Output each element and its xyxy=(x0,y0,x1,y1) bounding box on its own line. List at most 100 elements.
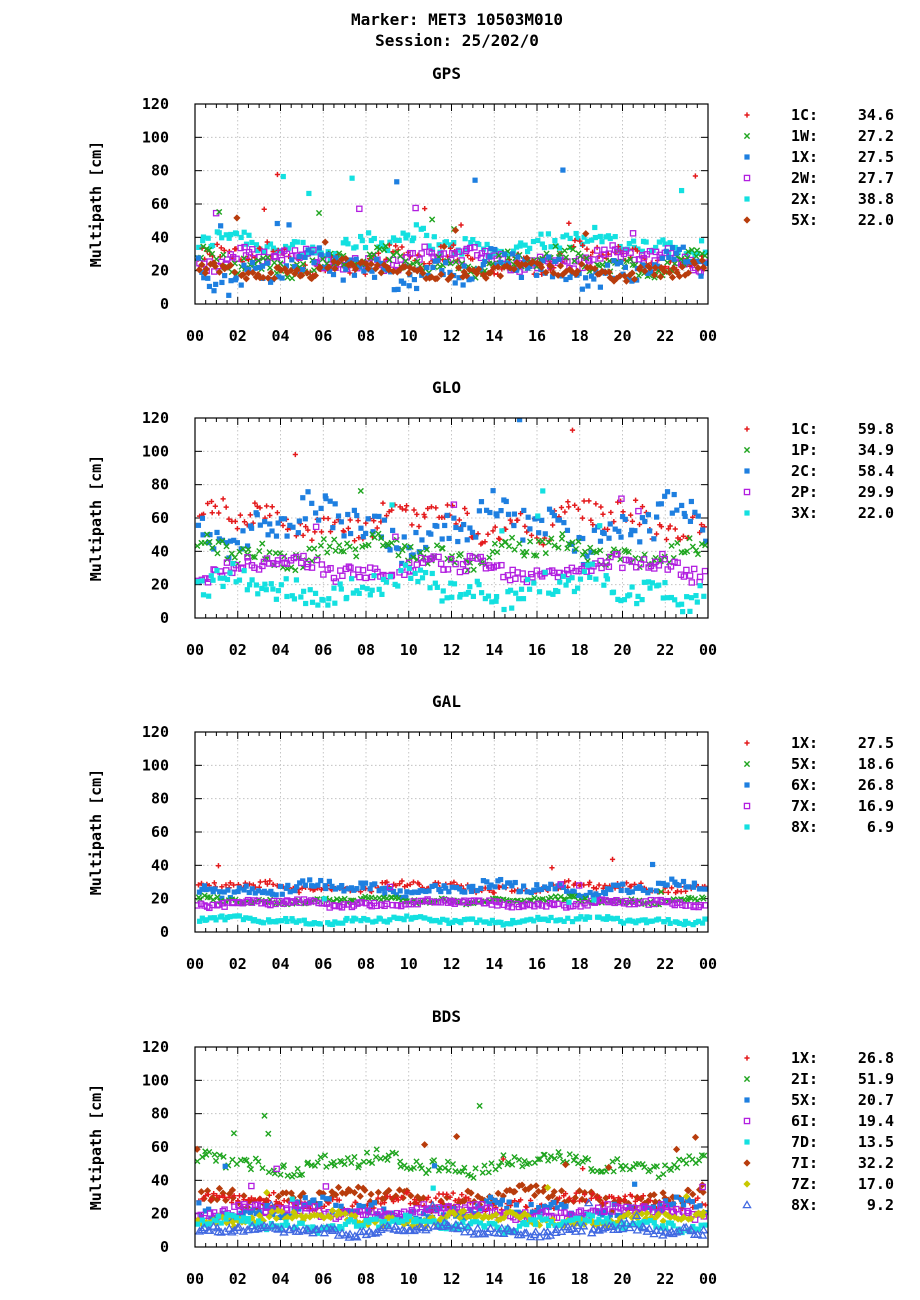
data-point xyxy=(440,250,448,257)
data-point xyxy=(208,498,215,505)
data-point xyxy=(210,577,216,583)
data-point xyxy=(625,548,632,556)
data-point xyxy=(196,918,203,924)
data-point xyxy=(306,545,313,552)
data-point xyxy=(411,1196,418,1203)
legend-value: 22.0 xyxy=(858,504,894,522)
data-point xyxy=(443,885,449,891)
data-point xyxy=(342,254,350,263)
data-point xyxy=(390,1221,401,1230)
data-point xyxy=(450,1190,456,1196)
data-point xyxy=(584,238,590,244)
data-point xyxy=(535,900,542,908)
data-point xyxy=(397,881,403,887)
data-point xyxy=(664,882,670,888)
data-point xyxy=(511,546,518,553)
data-point xyxy=(626,889,632,896)
data-point xyxy=(341,1210,349,1218)
data-point xyxy=(613,550,621,558)
data-point xyxy=(694,264,702,272)
data-point xyxy=(268,581,274,587)
data-point xyxy=(604,1201,611,1208)
data-point xyxy=(560,167,566,173)
data-point xyxy=(516,1156,523,1163)
data-point xyxy=(208,1216,214,1222)
data-point xyxy=(360,885,366,891)
data-point xyxy=(254,1201,261,1208)
data-point xyxy=(321,1203,327,1209)
data-point xyxy=(451,879,457,885)
data-point xyxy=(579,1158,587,1165)
data-point xyxy=(556,517,563,523)
data-point xyxy=(492,524,498,530)
figure-title-marker: Marker: MET3 10503M010 xyxy=(351,10,563,29)
data-point xyxy=(575,1187,584,1195)
data-point xyxy=(444,917,450,923)
data-point xyxy=(566,1151,573,1158)
bds-plot-frame xyxy=(194,1046,709,1248)
data-point xyxy=(614,1212,620,1218)
data-point xyxy=(527,1183,535,1191)
data-point xyxy=(556,256,562,262)
data-point xyxy=(207,915,213,921)
data-point xyxy=(620,509,626,515)
data-point xyxy=(255,1158,262,1165)
data-point xyxy=(340,240,346,246)
data-point xyxy=(247,1166,255,1173)
data-point xyxy=(536,1205,542,1211)
data-point xyxy=(422,274,430,283)
data-point xyxy=(283,263,290,269)
data-point xyxy=(563,1219,569,1225)
data-point xyxy=(581,568,587,575)
data-point xyxy=(459,1192,465,1198)
data-point xyxy=(217,889,223,895)
data-point xyxy=(504,1225,510,1231)
data-point xyxy=(585,1156,592,1163)
data-point xyxy=(561,1161,570,1169)
data-point xyxy=(311,271,320,280)
data-point xyxy=(584,246,590,252)
data-point xyxy=(500,922,506,928)
data-point xyxy=(311,545,318,552)
data-point xyxy=(482,258,488,265)
data-point xyxy=(302,1224,312,1233)
data-point xyxy=(360,1158,367,1165)
data-point xyxy=(208,250,216,257)
data-point xyxy=(418,250,425,257)
data-point xyxy=(249,260,255,266)
data-point xyxy=(559,270,567,279)
data-point xyxy=(697,1230,708,1239)
data-point xyxy=(381,1200,388,1206)
data-point xyxy=(419,575,426,581)
data-point xyxy=(649,580,656,586)
data-point xyxy=(527,538,534,545)
data-point xyxy=(545,1222,552,1229)
data-point xyxy=(492,246,498,253)
data-point xyxy=(214,529,220,536)
y-tick-label: 20 xyxy=(151,890,169,908)
data-point xyxy=(301,917,307,923)
data-point xyxy=(615,499,621,505)
data-point xyxy=(563,232,570,238)
bds-panel-title: BDS xyxy=(432,1007,461,1026)
data-point xyxy=(452,917,458,924)
data-point xyxy=(522,261,530,269)
data-point xyxy=(236,913,243,919)
data-point xyxy=(283,269,291,277)
data-point xyxy=(397,888,403,894)
data-point xyxy=(266,1200,276,1209)
data-point xyxy=(608,886,614,893)
data-point xyxy=(260,255,267,262)
legend-label: 5X: xyxy=(791,211,818,229)
data-point xyxy=(405,269,413,277)
data-point xyxy=(275,264,283,272)
data-point xyxy=(313,510,319,516)
x-tick-label: 18 xyxy=(571,1270,589,1288)
data-point xyxy=(518,260,526,268)
data-point xyxy=(283,1219,289,1225)
data-point xyxy=(597,538,604,544)
x-tick-label: 12 xyxy=(442,641,460,659)
data-point xyxy=(387,239,393,245)
data-point xyxy=(494,263,502,271)
data-point xyxy=(338,586,344,592)
